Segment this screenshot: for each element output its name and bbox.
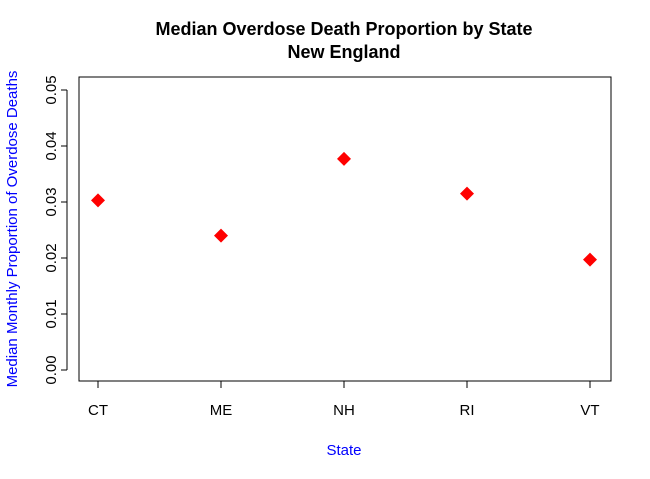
data-point-ct — [91, 193, 105, 208]
y-tick-label: 0.05 — [43, 75, 60, 104]
chart-title: Median Overdose Death Proportion by Stat… — [155, 19, 532, 39]
x-axis-label: State — [326, 442, 361, 459]
x-tick-label: RI — [460, 402, 475, 419]
x-tick-label: CT — [88, 402, 108, 419]
chart-subtitle: New England — [287, 42, 400, 62]
data-point-me — [214, 228, 228, 243]
data-point-nh — [337, 151, 351, 166]
x-tick-label: ME — [210, 402, 233, 419]
x-tick-label: VT — [580, 402, 599, 419]
x-tick-label: NH — [333, 402, 355, 419]
data-point-ri — [460, 186, 474, 201]
y-axis-label: Median Monthly Proportion of Overdose De… — [4, 71, 21, 388]
x-axis: CT ME NH RI VT — [88, 380, 600, 419]
data-point-vt — [583, 252, 597, 267]
y-axis: 0.00 0.01 0.02 0.03 0.04 0.05 — [43, 75, 68, 385]
plot-area — [78, 76, 612, 382]
data-points — [91, 151, 597, 267]
y-tick-label: 0.02 — [43, 243, 60, 272]
y-tick-label: 0.04 — [43, 131, 60, 160]
y-tick-label: 0.01 — [43, 299, 60, 328]
y-tick-label: 0.03 — [43, 187, 60, 216]
y-tick-label: 0.00 — [43, 355, 60, 384]
